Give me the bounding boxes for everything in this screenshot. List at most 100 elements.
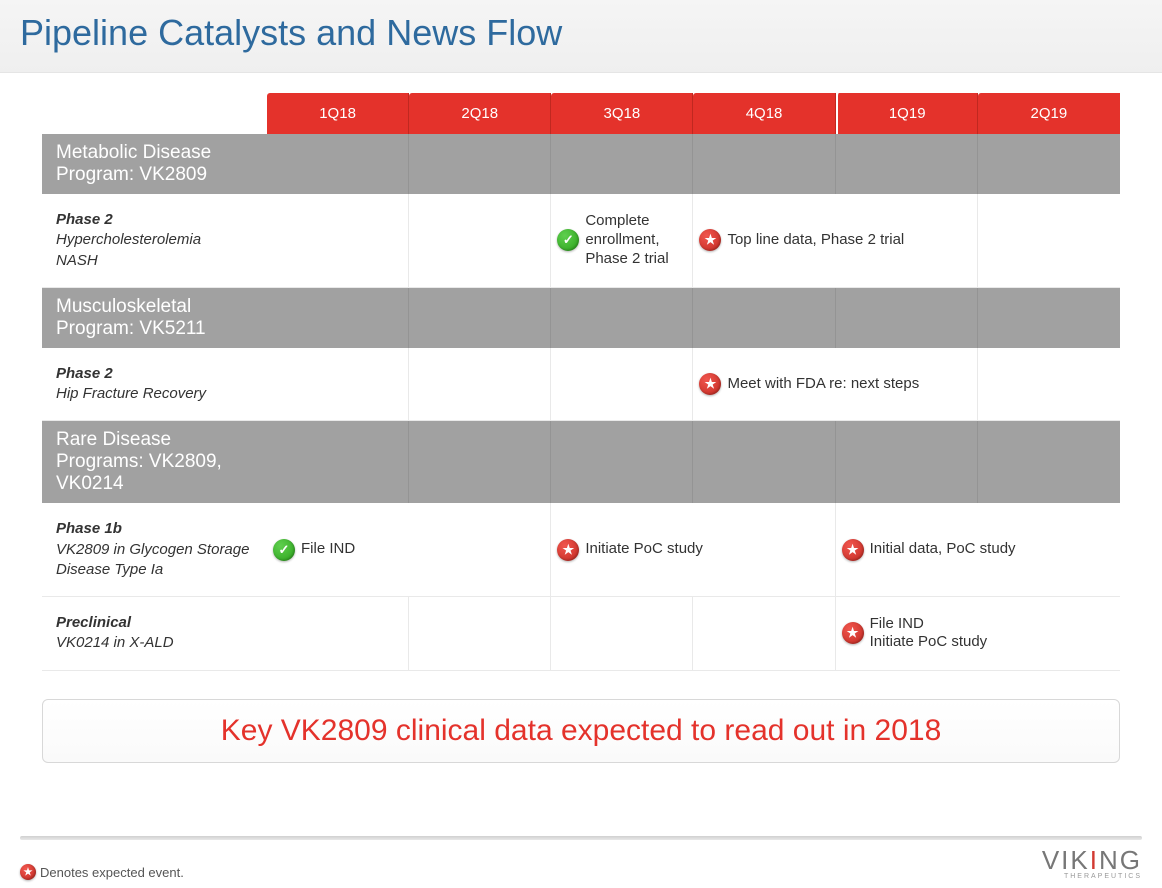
event-text: Initial data, PoC study xyxy=(870,540,1116,559)
row-label: PreclinicalVK0214 in X-ALD xyxy=(42,597,267,671)
section-header-row: Musculoskeletal Program: VK5211 xyxy=(42,288,1120,348)
check-icon: ✓ xyxy=(557,229,579,251)
event-text: File INDInitiate PoC study xyxy=(870,615,1116,653)
star-icon: ★ xyxy=(699,229,721,251)
logo: VIKING THERAPEUTICS xyxy=(1042,847,1142,880)
star-icon: ★ xyxy=(557,539,579,561)
indication-label: VK0214 in X-ALD xyxy=(56,633,253,653)
indication-label: Hip Fracture Recovery xyxy=(56,384,253,404)
empty-cell xyxy=(267,194,409,288)
indication-label: VK2809 in Glycogen Storage Disease Type … xyxy=(56,540,253,581)
footer: ★ Denotes expected event. VIKING THERAPE… xyxy=(0,847,1162,880)
event-cell: ★ Initiate PoC study xyxy=(551,503,835,597)
section-header-cell xyxy=(267,421,409,503)
quarter-header: 3Q18 xyxy=(551,93,693,134)
pipeline-row: Phase 2Hip Fracture Recovery ★ Meet with F… xyxy=(42,348,1120,422)
event: ★ Top line data, Phase 2 trial xyxy=(697,228,972,252)
quarter-header: 1Q18 xyxy=(267,93,409,134)
indication-label: NASH xyxy=(56,251,253,271)
event-cell: ★ Meet with FDA re: next steps xyxy=(693,348,977,422)
empty-cell xyxy=(409,194,551,288)
pipeline-row: PreclinicalVK0214 in X-ALD ★ File INDIniti… xyxy=(42,597,1120,671)
pipeline-chart: 1Q182Q183Q184Q181Q192Q19Metabolic Diseas… xyxy=(0,73,1162,671)
row-label: Phase 2Hip Fracture Recovery xyxy=(42,348,267,422)
event-text: Meet with FDA re: next steps xyxy=(727,375,972,394)
section-header-cell xyxy=(551,421,693,503)
footer-rule xyxy=(20,836,1142,840)
event-cell: ✓ File IND xyxy=(267,503,551,597)
empty-cell xyxy=(267,597,409,671)
empty-cell xyxy=(551,348,693,422)
phase-label: Phase 2 xyxy=(56,364,253,384)
section-header-cell xyxy=(551,288,693,348)
quarter-header-row: 1Q182Q183Q184Q181Q192Q19 xyxy=(42,93,1120,134)
star-icon: ★ xyxy=(842,622,864,644)
pipeline-row: Phase 1bVK2809 in Glycogen Storage Disea… xyxy=(42,503,1120,597)
empty-cell xyxy=(409,348,551,422)
quarter-header: 1Q19 xyxy=(836,93,978,134)
section-header-cell xyxy=(836,134,978,194)
phase-label: Preclinical xyxy=(56,613,253,633)
section-header-cell xyxy=(693,288,835,348)
quarter-header: 2Q19 xyxy=(978,93,1120,134)
callout-box: Key VK2809 clinical data expected to rea… xyxy=(42,699,1120,763)
quarter-header: 4Q18 xyxy=(693,93,835,134)
logo-post: NG xyxy=(1099,845,1142,875)
section-header-cell xyxy=(267,134,409,194)
logo-pre: VIK xyxy=(1042,845,1090,875)
empty-cell xyxy=(409,597,551,671)
section-header-cell xyxy=(836,288,978,348)
event-text: Complete enrollment, Phase 2 trial xyxy=(585,212,688,268)
star-icon: ★ xyxy=(842,539,864,561)
star-icon: ★ xyxy=(20,864,36,880)
event: ★ File INDInitiate PoC study xyxy=(840,615,1116,653)
blank-header xyxy=(42,93,267,134)
legend-text: Denotes expected event. xyxy=(40,865,184,880)
event-cell: ✓ Complete enrollment, Phase 2 trial xyxy=(551,194,693,288)
legend: ★ Denotes expected event. xyxy=(20,864,184,880)
section-header-cell xyxy=(551,134,693,194)
section-header-cell xyxy=(978,288,1120,348)
logo-brand: VIKING xyxy=(1042,847,1142,873)
empty-cell xyxy=(978,348,1120,422)
title-bar: Pipeline Catalysts and News Flow xyxy=(0,0,1162,73)
event: ★ Initial data, PoC study xyxy=(840,538,1116,562)
section-header-cell xyxy=(978,421,1120,503)
pipeline-table: 1Q182Q183Q184Q181Q192Q19Metabolic Diseas… xyxy=(42,93,1120,671)
logo-accent: I xyxy=(1090,845,1099,875)
event: ✓ File IND xyxy=(271,538,546,562)
phase-label: Phase 1b xyxy=(56,519,253,539)
section-title: Musculoskeletal Program: VK5211 xyxy=(42,288,267,348)
section-header-row: Rare Disease Programs: VK2809, VK0214 xyxy=(42,421,1120,503)
page-title: Pipeline Catalysts and News Flow xyxy=(20,12,1142,54)
section-header-cell xyxy=(409,134,551,194)
event: ★ Meet with FDA re: next steps xyxy=(697,372,972,396)
event-cell: ★ File INDInitiate PoC study xyxy=(836,597,1120,671)
event: ★ Initiate PoC study xyxy=(555,538,830,562)
event-text: File IND xyxy=(301,540,546,559)
section-title: Rare Disease Programs: VK2809, VK0214 xyxy=(42,421,267,503)
indication-label: Hypercholesterolemia xyxy=(56,230,253,250)
section-header-cell xyxy=(978,134,1120,194)
event-text: Initiate PoC study xyxy=(585,540,830,559)
star-icon: ★ xyxy=(699,373,721,395)
section-header-cell xyxy=(267,288,409,348)
section-header-cell xyxy=(409,288,551,348)
section-header-cell xyxy=(693,421,835,503)
section-header-row: Metabolic Disease Program: VK2809 xyxy=(42,134,1120,194)
empty-cell xyxy=(693,597,835,671)
event-cell: ★ Initial data, PoC study xyxy=(836,503,1120,597)
quarter-header: 2Q18 xyxy=(409,93,551,134)
check-icon: ✓ xyxy=(273,539,295,561)
empty-cell xyxy=(978,194,1120,288)
section-header-cell xyxy=(836,421,978,503)
row-label: Phase 2HypercholesterolemiaNASH xyxy=(42,194,267,288)
phase-label: Phase 2 xyxy=(56,210,253,230)
event-cell: ★ Top line data, Phase 2 trial xyxy=(693,194,977,288)
empty-cell xyxy=(267,348,409,422)
event-text: Top line data, Phase 2 trial xyxy=(727,231,972,250)
event: ✓ Complete enrollment, Phase 2 trial xyxy=(555,212,688,268)
empty-cell xyxy=(551,597,693,671)
section-header-cell xyxy=(693,134,835,194)
row-label: Phase 1bVK2809 in Glycogen Storage Disea… xyxy=(42,503,267,597)
